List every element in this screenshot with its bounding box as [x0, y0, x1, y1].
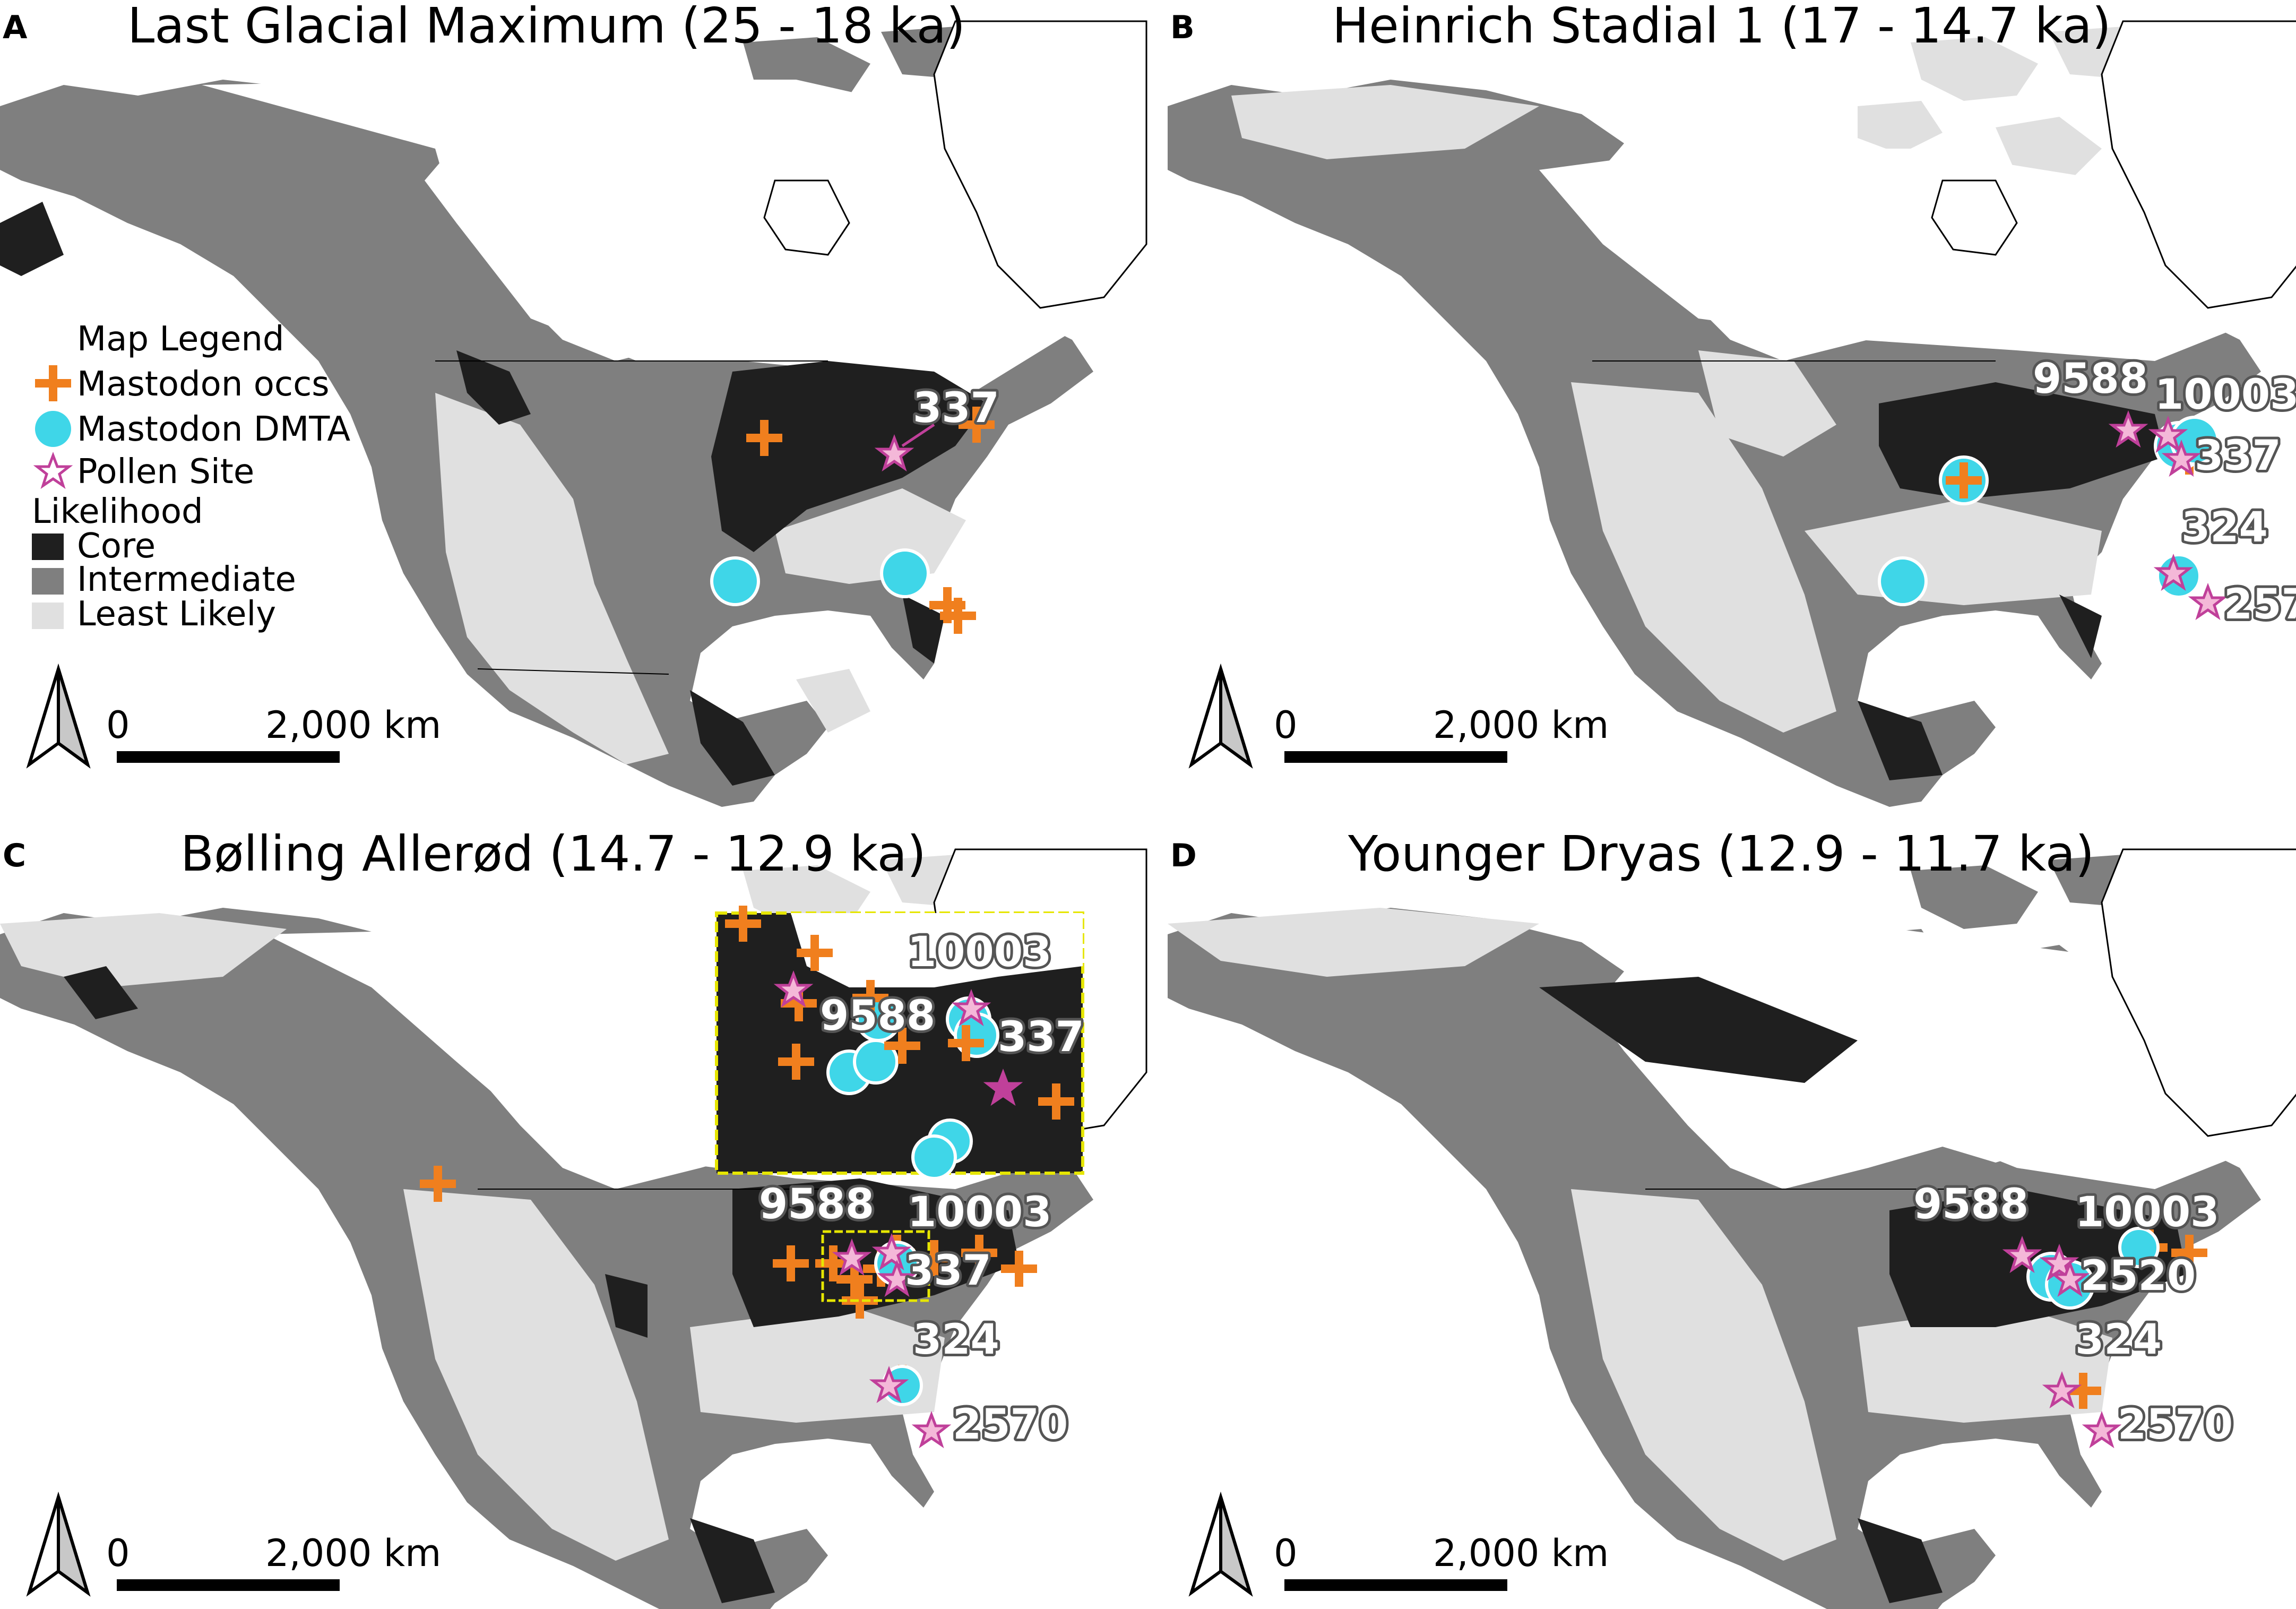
legend-intermediate-label: Intermediate	[77, 560, 296, 599]
legend-intermediate-swatch	[32, 568, 64, 595]
site-label: 9588	[2033, 355, 2148, 403]
scale-bar: 0 2,000 km	[1274, 1531, 1609, 1591]
scale-end: 2,000 km	[1433, 703, 1609, 747]
inset-map: 10003 9588 337	[715, 906, 1087, 1180]
legend-least-swatch	[32, 603, 64, 629]
scale-zero: 0	[106, 703, 130, 747]
scale-zero: 0	[106, 1531, 130, 1575]
site-label: 10003	[2155, 371, 2296, 419]
scale-bar: 0 2,000 km	[106, 703, 441, 763]
inset-label: 10003	[908, 928, 1051, 976]
inset-label: 337	[998, 1013, 1084, 1061]
site-label: 10003	[2075, 1189, 2219, 1236]
site-label: 337	[905, 1247, 991, 1295]
inset-label: 9588	[820, 992, 935, 1040]
site-label: 9588	[759, 1181, 874, 1228]
legend-dmta-label: Mastodon DMTA	[77, 410, 350, 449]
inset-extent	[821, 1230, 930, 1302]
panel-b: 9588 10003 337 324 2570 0 2,000 km B Hei…	[1168, 0, 2296, 807]
panel-title: Bølling Allerød (14.7 - 12.9 ka)	[180, 825, 926, 882]
north-arrow-icon	[26, 663, 91, 769]
scale-zero: 0	[1274, 703, 1298, 747]
site-label: 9588	[1913, 1181, 2029, 1228]
scale-zero: 0	[1274, 1531, 1298, 1575]
site-label: 324	[913, 1316, 999, 1364]
map-legend: Map Legend Mastodon occs Mastodon DMTA P…	[32, 320, 350, 634]
legend-title: Map Legend	[77, 320, 284, 359]
legend-pollen-label: Pollen Site	[77, 452, 254, 492]
panel-letter: A	[3, 9, 28, 46]
legend-least-label: Least Likely	[77, 595, 276, 634]
site-label: 10003	[908, 1189, 1051, 1236]
legend-dmta-icon	[35, 411, 71, 447]
panel-a: 337 Map Legend Mastodon occs Mastodon DM…	[0, 0, 1148, 807]
panel-title: Last Glacial Maximum (25 - 18 ka)	[127, 0, 965, 54]
dmta-markers	[710, 548, 930, 606]
north-arrow-icon	[1188, 663, 1253, 769]
site-label: 2570	[2118, 1401, 2233, 1449]
legend-occ-label: Mastodon occs	[77, 365, 330, 404]
north-arrow-icon	[26, 1491, 91, 1597]
panel-d: 9588 10003 2520 324 2570 0 2,000 km D Yo…	[1168, 825, 2296, 1609]
panel-title: Heinrich Stadial 1 (17 - 14.7 ka)	[1332, 0, 2111, 54]
site-label: 337	[2195, 432, 2281, 480]
site-label: 2570	[2224, 581, 2296, 629]
site-label: 337	[913, 384, 999, 432]
scale-end: 2,000 km	[265, 703, 441, 747]
legend-likelihood-title: Likelihood	[32, 492, 203, 531]
panel-letter: B	[1170, 9, 1195, 46]
scale-bar: 0 2,000 km	[1274, 703, 1609, 763]
panel-letter: C	[3, 837, 26, 874]
legend-core-label: Core	[77, 527, 156, 566]
site-label: 324	[2075, 1316, 2162, 1364]
site-label: 2570	[953, 1401, 1068, 1449]
scale-bar: 0 2,000 km	[106, 1531, 441, 1591]
legend-core-swatch	[32, 534, 64, 560]
north-arrow-icon	[1188, 1491, 1253, 1597]
panel-letter: D	[1170, 837, 1197, 874]
scale-end: 2,000 km	[1433, 1531, 1609, 1575]
panel-c: 10003 9588 337	[0, 825, 1148, 1609]
scale-end: 2,000 km	[265, 1531, 441, 1575]
site-label: 2520	[2081, 1252, 2196, 1300]
pollen-markers	[878, 423, 935, 468]
site-label: 324	[2181, 504, 2268, 552]
panel-title: Younger Dryas (12.9 - 11.7 ka)	[1348, 825, 2094, 882]
